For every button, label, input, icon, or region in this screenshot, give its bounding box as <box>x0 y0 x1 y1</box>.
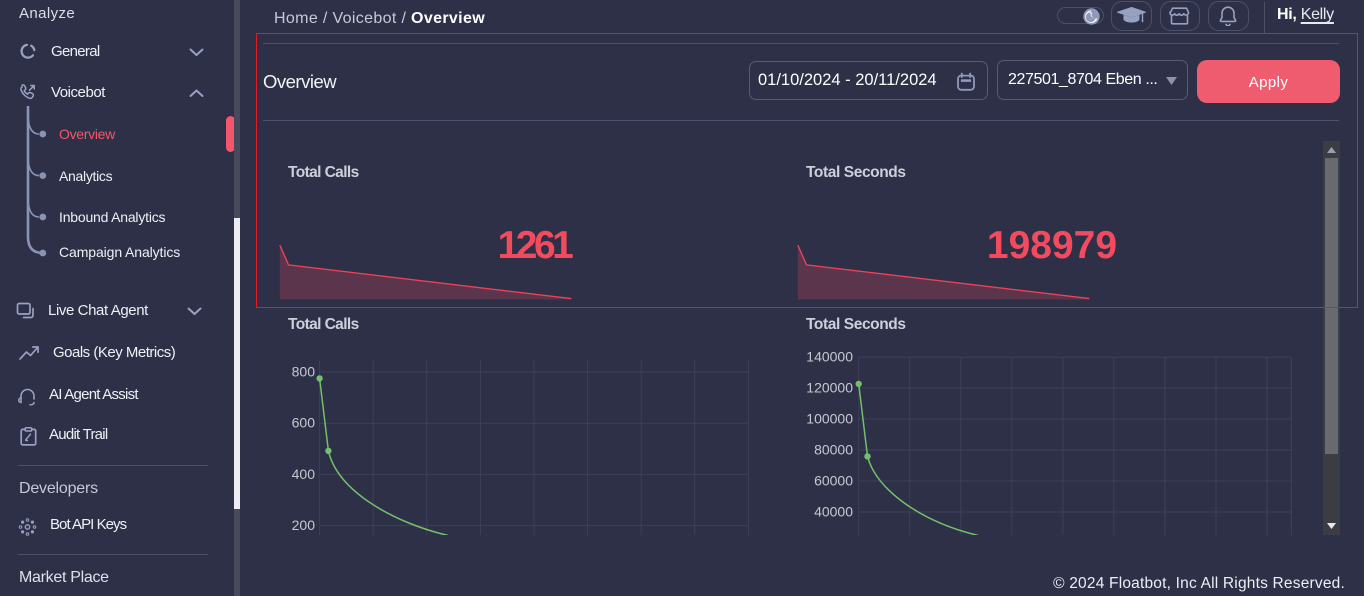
svg-text:60000: 60000 <box>814 473 853 489</box>
svg-text:80000: 80000 <box>814 442 853 458</box>
svg-text:600: 600 <box>292 415 316 431</box>
svg-text:120000: 120000 <box>806 380 853 396</box>
svg-text:140000: 140000 <box>806 350 853 365</box>
svg-text:400: 400 <box>292 466 316 482</box>
svg-text:800: 800 <box>292 364 316 380</box>
svg-text:200: 200 <box>292 517 316 533</box>
svg-text:100000: 100000 <box>806 411 853 427</box>
svg-text:40000: 40000 <box>814 504 853 520</box>
